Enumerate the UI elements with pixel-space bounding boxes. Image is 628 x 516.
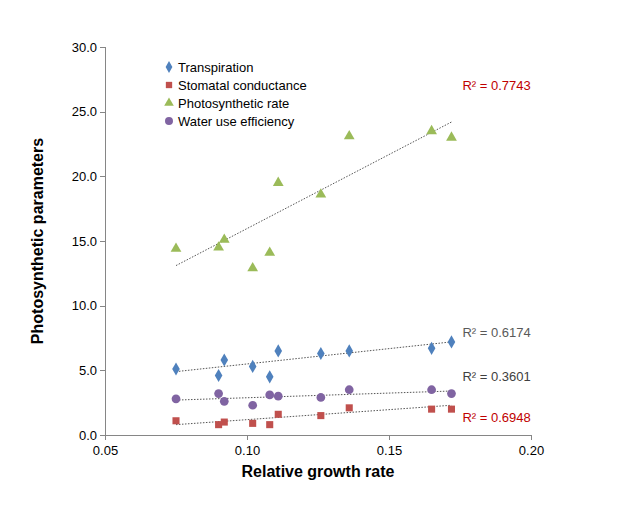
tick-label: 10.0 [72,298,97,313]
point [345,385,354,394]
tick-label: 0.05 [93,443,118,458]
point [317,347,325,360]
point [264,246,275,255]
point [274,392,283,401]
trend-line [176,122,451,266]
tick-mark [100,435,105,436]
tick: 0.15 [377,435,402,458]
point [171,243,182,252]
r2-label: R² = 0.7743 [462,78,530,93]
point [275,411,282,418]
point [317,412,324,419]
point [448,335,456,348]
point [172,394,181,403]
point [345,344,353,357]
legend-marker [165,117,173,125]
point [315,188,326,197]
point [316,393,325,402]
r2-label: R² = 0.6948 [462,410,530,425]
point [220,353,228,366]
legend-marker [166,82,172,88]
point [274,344,282,357]
tick-mark [389,435,390,440]
tick: 0.0 [79,428,105,443]
tick-label: 0.20 [519,443,544,458]
point [219,234,230,243]
y-axis-title: Photosynthetic parameters [29,138,46,344]
y-axis: 0.0 5.0 10.0 15.0 20.0 25.0 30.0 [72,40,106,443]
tick-mark [100,306,105,307]
point [428,406,435,413]
tick-mark [247,435,248,440]
x-axis-title: Relative growth rate [242,463,395,480]
legend-entry: Water use efficiency [165,114,295,129]
chart: 0.05 0.10 0.15 0.20 0.0 5.0 10.0 15.0 20.0 25.0 30… [0,0,628,516]
point [220,397,229,406]
trend-line [176,342,451,372]
tick-mark [100,47,105,48]
legend-label: Water use efficiency [178,114,295,129]
point [215,369,223,382]
legend-label: Transpiration [178,60,253,75]
legend-entry: Transpiration [166,60,254,75]
legend-marker [164,97,174,105]
tick-mark [100,112,105,113]
legend-label: Stomatal conductance [178,78,307,93]
point [248,401,257,410]
tick-mark [100,176,105,177]
r2-label: R² = 0.3601 [462,369,530,384]
tick-label: 30.0 [72,40,97,55]
point [172,417,179,424]
point [428,342,436,355]
tick-label: 15.0 [72,234,97,249]
tick: 30.0 [72,40,105,55]
tick: 0.20 [519,435,544,458]
legend-marker [166,61,173,73]
point [344,130,355,139]
plot: 0.05 0.10 0.15 0.20 0.0 5.0 10.0 15.0 20.0 25.0 30… [72,40,544,458]
tick-label: 0.10 [235,443,260,458]
tick-label: 25.0 [72,104,97,119]
tick-mark [100,370,105,371]
tick-label: 5.0 [79,363,97,378]
point [249,360,257,373]
marks [171,122,457,428]
tick: 25.0 [72,104,105,119]
axis-line [106,436,532,441]
axis-line [100,48,106,436]
point [266,421,273,428]
point [426,125,437,134]
legend: Transpiration Stomatal conductance Photosy… [164,60,306,129]
tick: 10.0 [72,298,105,313]
point [446,131,457,140]
point [427,385,436,394]
tick: 15.0 [72,234,105,249]
tick: 0.10 [235,435,260,458]
point [265,391,274,400]
point [247,262,258,271]
legend-label: Photosynthetic rate [178,96,289,111]
r2-label: R² = 0.6174 [462,325,530,340]
tick: 20.0 [72,169,105,184]
point [172,362,180,375]
point [273,177,284,186]
point [249,420,256,427]
tick-mark [100,241,105,242]
legend-entry: Stomatal conductance [166,78,307,93]
tick-mark [531,435,532,440]
point [447,389,456,398]
point [221,419,228,426]
point [448,406,455,413]
point [266,370,274,383]
tick: 5.0 [79,363,105,378]
tick-label: 20.0 [72,169,97,184]
x-axis: 0.05 0.10 0.15 0.20 [93,435,544,458]
legend-entry: Photosynthetic rate [164,96,289,111]
point [346,404,353,411]
point [214,389,223,398]
tick-label: 0.15 [377,443,402,458]
tick-label: 0.0 [79,428,97,443]
